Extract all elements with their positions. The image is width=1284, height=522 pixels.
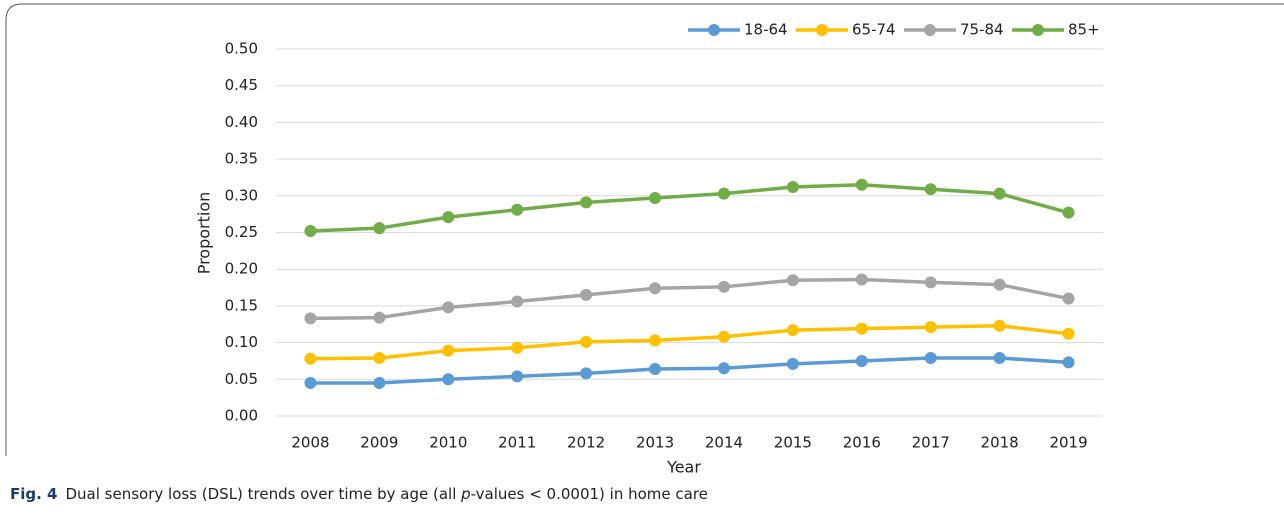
data-point bbox=[649, 363, 662, 376]
data-point bbox=[580, 196, 593, 209]
y-tick-label: 0.30 bbox=[225, 186, 258, 204]
data-point bbox=[373, 222, 386, 235]
x-tick-label: 2010 bbox=[429, 434, 467, 452]
data-point bbox=[442, 344, 455, 357]
data-point bbox=[511, 341, 524, 354]
data-point bbox=[649, 334, 662, 347]
y-tick-label: 0.25 bbox=[225, 223, 258, 241]
series-line bbox=[310, 356, 1069, 385]
data-point bbox=[993, 278, 1006, 291]
data-point bbox=[511, 295, 524, 308]
data-point bbox=[786, 274, 799, 287]
y-axis-label: Proportion bbox=[195, 192, 214, 275]
x-tick-label: 2012 bbox=[567, 434, 605, 452]
caption: Fig. 4 Dual sensory loss (DSL) trends ove… bbox=[10, 485, 708, 503]
data-point bbox=[786, 180, 799, 193]
x-tick-label: 2017 bbox=[912, 434, 950, 452]
data-point bbox=[924, 276, 937, 289]
legend-marker bbox=[924, 24, 936, 36]
data-point bbox=[511, 203, 524, 216]
x-tick-label: 2009 bbox=[360, 434, 398, 452]
data-point bbox=[1062, 292, 1075, 305]
data-point bbox=[373, 352, 386, 365]
y-tick-label: 0.50 bbox=[225, 40, 258, 58]
data-point bbox=[717, 330, 730, 343]
legend-marker bbox=[1032, 24, 1044, 36]
caption-label: Fig. 4 bbox=[10, 485, 57, 503]
data-point bbox=[1062, 327, 1075, 340]
data-point bbox=[993, 187, 1006, 200]
x-tick-label: 2013 bbox=[636, 434, 674, 452]
y-tick-label: 0.15 bbox=[225, 296, 258, 314]
series-line bbox=[310, 277, 1069, 321]
legend-label: 18-64 bbox=[744, 21, 788, 39]
y-tick-label: 0.45 bbox=[225, 76, 258, 94]
series-line bbox=[310, 183, 1070, 233]
data-point bbox=[993, 352, 1006, 365]
data-point bbox=[304, 312, 317, 325]
x-tick-label: 2015 bbox=[774, 434, 812, 452]
y-tick-label: 0.35 bbox=[225, 150, 258, 168]
data-point bbox=[1062, 356, 1075, 369]
data-point bbox=[304, 376, 317, 389]
legend-label: 65-74 bbox=[852, 21, 896, 39]
data-point bbox=[511, 370, 524, 383]
data-point bbox=[924, 321, 937, 334]
y-tick-label: 0.20 bbox=[225, 260, 258, 278]
data-point bbox=[855, 354, 868, 367]
data-point bbox=[924, 352, 937, 365]
data-point bbox=[717, 362, 730, 375]
data-point bbox=[373, 311, 386, 324]
data-point bbox=[993, 319, 1006, 332]
data-point bbox=[649, 192, 662, 205]
data-point bbox=[580, 335, 593, 348]
data-point bbox=[304, 352, 317, 365]
x-tick-label: 2011 bbox=[498, 434, 536, 452]
caption-text: Dual sensory loss (DSL) trends over time… bbox=[65, 485, 461, 503]
x-tick-label: 2018 bbox=[981, 434, 1019, 452]
data-point bbox=[649, 282, 662, 295]
data-point bbox=[855, 178, 868, 191]
x-tick-label: 2014 bbox=[705, 434, 743, 452]
data-point bbox=[373, 376, 386, 389]
legend-marker bbox=[816, 24, 828, 36]
legend-marker bbox=[708, 24, 720, 36]
y-tick-label: 0.05 bbox=[225, 370, 258, 388]
data-point bbox=[442, 211, 455, 224]
caption-text: -values < 0.0001) in home care bbox=[471, 485, 708, 503]
x-tick-label: 2008 bbox=[291, 434, 329, 452]
data-point bbox=[717, 187, 730, 200]
data-point bbox=[580, 288, 593, 301]
legend-label: 85+ bbox=[1068, 21, 1100, 39]
legend-label: 75-84 bbox=[960, 21, 1004, 39]
y-tick-label: 0.40 bbox=[225, 113, 258, 131]
x-tick-label: 2016 bbox=[843, 434, 881, 452]
data-point bbox=[717, 280, 730, 293]
data-point bbox=[855, 273, 868, 286]
data-point bbox=[304, 225, 317, 238]
x-tick-label: 2019 bbox=[1049, 434, 1087, 452]
data-point bbox=[580, 367, 593, 380]
data-point bbox=[1062, 206, 1075, 219]
y-tick-label: 0.10 bbox=[225, 333, 258, 351]
frame bbox=[5, 3, 1284, 456]
data-point bbox=[855, 322, 868, 335]
data-point bbox=[786, 357, 799, 370]
data-point bbox=[786, 324, 799, 337]
y-tick-label: 0.00 bbox=[225, 407, 258, 425]
series-line bbox=[310, 323, 1069, 361]
data-point bbox=[924, 183, 937, 196]
x-axis-label: Year bbox=[666, 458, 701, 477]
data-point bbox=[442, 301, 455, 314]
caption-text: p bbox=[460, 485, 471, 503]
data-point bbox=[442, 373, 455, 386]
